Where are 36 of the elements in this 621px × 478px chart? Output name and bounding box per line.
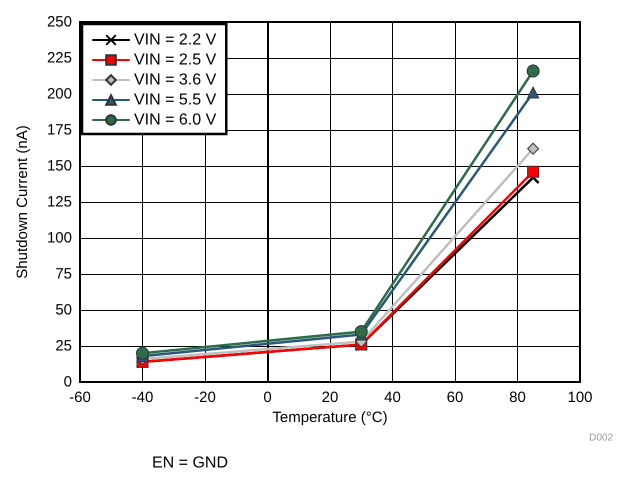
x-tick-label: -60 bbox=[69, 389, 91, 406]
y-tick-label: 200 bbox=[46, 86, 72, 102]
x-tick-label: -20 bbox=[194, 389, 216, 406]
x-tick-label: 100 bbox=[567, 389, 593, 406]
point bbox=[526, 170, 540, 184]
y-tick-label: 175 bbox=[46, 122, 72, 138]
text: EN = GND bbox=[152, 454, 228, 472]
point bbox=[527, 86, 540, 99]
y-tick-label: 100 bbox=[46, 230, 72, 246]
legend-label: VIN = 5.5 V bbox=[134, 92, 217, 108]
y-tick-label: 250 bbox=[46, 14, 72, 30]
x-tick-label: 40 bbox=[384, 389, 401, 406]
x-tick-label: -40 bbox=[132, 389, 154, 406]
x-tick-label: 0 bbox=[263, 389, 272, 406]
y-tick-label: 0 bbox=[64, 374, 72, 390]
point bbox=[527, 166, 540, 178]
x-tick-label: 80 bbox=[509, 389, 526, 406]
y-tick-label: 50 bbox=[55, 302, 72, 318]
y-tick-label: 225 bbox=[46, 50, 72, 66]
legend-label: VIN = 6.0 V bbox=[134, 112, 217, 128]
y-tick-label: 125 bbox=[46, 194, 72, 210]
legend-label: VIN = 2.2 V bbox=[134, 32, 217, 48]
y-tick-label: 150 bbox=[46, 158, 72, 174]
point bbox=[526, 64, 540, 78]
x-tick-label: 20 bbox=[322, 389, 338, 406]
y-tick-label: 75 bbox=[55, 266, 72, 282]
point bbox=[527, 142, 540, 155]
legend-label: VIN = 2.5 V bbox=[134, 52, 217, 68]
legend-label: VIN = 3.6 V bbox=[134, 72, 217, 88]
text: D002 bbox=[589, 432, 614, 444]
x-tick-label: 60 bbox=[446, 389, 464, 406]
point bbox=[136, 346, 149, 360]
x-axis-title: Temperature (°C) bbox=[272, 408, 388, 426]
point bbox=[354, 325, 368, 338]
y-tick-label: 25 bbox=[55, 338, 72, 354]
y-axis-title: Shutdown Current (nA) bbox=[14, 125, 31, 279]
